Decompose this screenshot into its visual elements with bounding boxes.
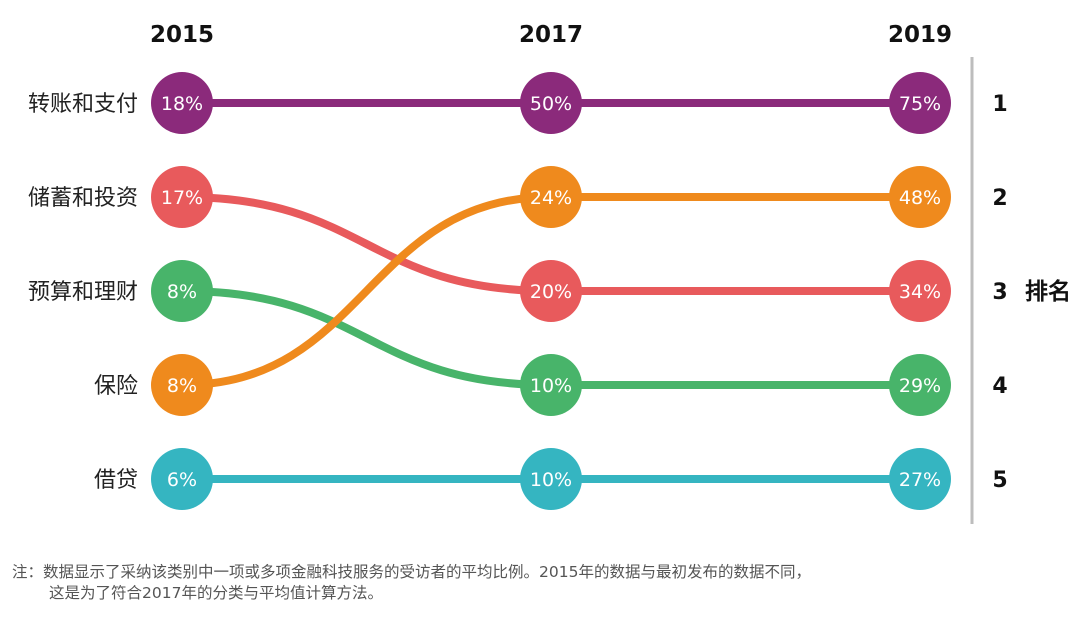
footnote-line-2: 这是为了符合2017年的分类与平均值计算方法。 [49,584,383,602]
data-point-2-2015 [151,260,213,322]
rank-number-3: 3 [992,280,1007,305]
data-point-4-2017 [520,448,582,510]
year-header-2019: 2019 [888,22,952,48]
category-label-1: 储蓄和投资 [28,186,138,211]
rank-axis-label: 排名 [1025,278,1071,305]
data-point-1-2015 [151,166,213,228]
data-point-2-2017 [520,354,582,416]
data-point-0-2015 [151,72,213,134]
data-point-0-2019 [889,72,951,134]
year-header-2015: 2015 [150,22,214,48]
data-label-1-2015: 17% [161,187,203,209]
footnote-line-1: 注：数据显示了采纳该类别中一项或多项金融科技服务的受访者的平均比例。2015年的… [12,563,811,581]
data-label-3-2019: 48% [899,187,941,209]
rank-number-2: 2 [992,186,1007,211]
data-label-0-2017: 50% [530,93,572,115]
data-label-0-2019: 75% [899,93,941,115]
data-point-3-2019 [889,166,951,228]
data-label-2-2015: 8% [167,281,197,303]
data-label-0-2015: 18% [161,93,203,115]
data-label-4-2017: 10% [530,469,572,491]
category-label-3: 保险 [94,374,138,399]
category-label-2: 预算和理财 [28,280,138,305]
data-point-2-2019 [889,354,951,416]
rank-number-4: 4 [992,374,1007,399]
rank-number-1: 1 [992,92,1007,117]
data-label-3-2017: 24% [530,187,572,209]
data-point-4-2015 [151,448,213,510]
data-label-4-2015: 6% [167,469,197,491]
category-label-0: 转账和支付 [28,92,138,117]
footnote: 注：数据显示了采纳该类别中一项或多项金融科技服务的受访者的平均比例。2015年的… [12,562,1072,604]
data-label-3-2015: 8% [167,375,197,397]
year-header-2017: 2017 [519,22,583,48]
data-point-3-2017 [520,166,582,228]
data-label-1-2019: 34% [899,281,941,303]
data-label-2-2019: 29% [899,375,941,397]
data-point-1-2017 [520,260,582,322]
data-label-2-2017: 10% [530,375,572,397]
data-point-1-2019 [889,260,951,322]
data-point-4-2019 [889,448,951,510]
rank-number-5: 5 [992,468,1007,493]
category-label-4: 借贷 [94,468,138,493]
data-label-4-2019: 27% [899,469,941,491]
data-label-1-2017: 20% [530,281,572,303]
data-point-3-2015 [151,354,213,416]
data-point-0-2017 [520,72,582,134]
